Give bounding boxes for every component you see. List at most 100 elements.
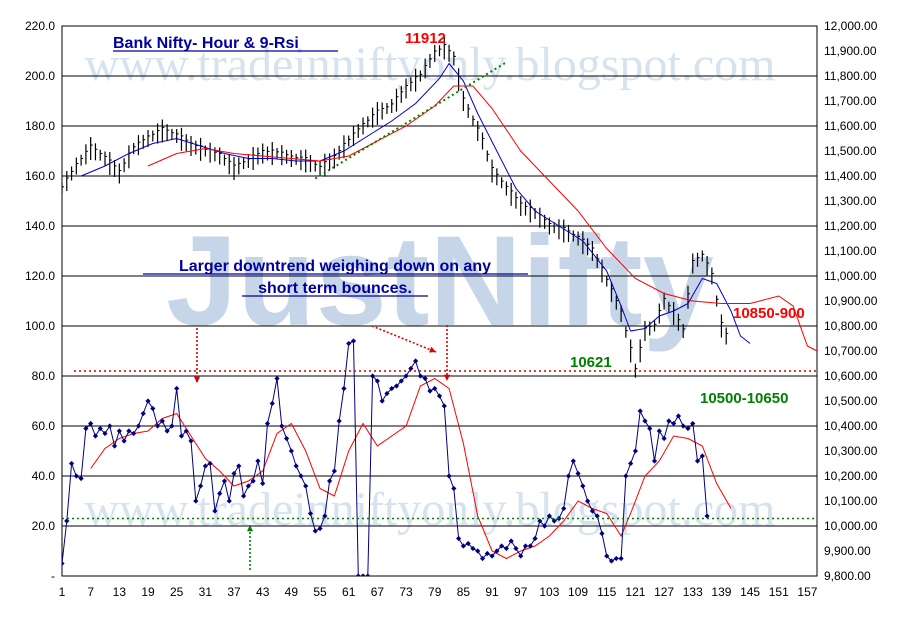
rsi-point <box>374 378 380 384</box>
rsi-point <box>432 385 438 392</box>
right-tick-label: 11,200.00 <box>824 219 877 233</box>
rsi-point <box>542 523 548 529</box>
rsi-point <box>604 553 610 559</box>
x-tick-label: 49 <box>285 585 299 599</box>
rsi-point <box>518 553 524 559</box>
left-tick-label: 180.0 <box>25 119 55 133</box>
right-tick-label: 10,200.00 <box>824 469 878 483</box>
rsi-point <box>370 373 376 379</box>
low-label: 10621 <box>570 354 612 371</box>
rsi-point <box>623 473 629 479</box>
left-tick-label: 60.0 <box>32 419 56 433</box>
rsi-point <box>159 418 165 424</box>
right-tick-label: 11,000.00 <box>824 269 877 283</box>
rsi-point <box>499 543 505 549</box>
left-tick-label: 40.0 <box>32 469 56 483</box>
x-tick-label: 97 <box>514 585 528 599</box>
rsi-point <box>307 510 314 517</box>
rsi-point <box>279 423 285 429</box>
arrow-down-rsi-peak <box>193 328 201 383</box>
rsi-point <box>116 428 122 434</box>
rsi-point <box>164 428 170 434</box>
rsi-point <box>73 473 79 479</box>
arrow-down-rsi-top-head <box>443 374 451 381</box>
rsi-point <box>188 438 194 444</box>
resistance-zone-label: 10850-900 <box>733 305 805 322</box>
rsi-point <box>288 448 294 454</box>
right-tick-label: 11,500.00 <box>824 144 877 158</box>
x-tick-label: 31 <box>199 585 213 599</box>
rsi-point <box>647 425 653 432</box>
rsi-point <box>231 470 237 477</box>
rsi-point <box>174 385 180 392</box>
rsi-point <box>245 483 251 489</box>
rsi-point <box>585 498 591 504</box>
rsi-point <box>489 553 495 559</box>
rsi-point <box>131 430 137 437</box>
rsi-point <box>580 483 586 489</box>
rsi-point <box>178 433 185 439</box>
rsi-point <box>336 418 342 424</box>
rsi-point <box>694 458 701 464</box>
x-tick-label: 85 <box>457 585 471 599</box>
rsi-point <box>111 443 118 449</box>
rsi-point <box>62 560 65 567</box>
x-tick-label: 157 <box>797 585 817 599</box>
rsi-point <box>522 543 529 549</box>
rsi-point <box>561 505 567 512</box>
rsi-point <box>341 385 347 392</box>
chart-title: Bank Nifty- Hour & 9-Rsi <box>113 35 299 52</box>
rsi-point <box>379 398 385 404</box>
rsi-point <box>508 538 514 544</box>
right-tick-label: 10,600.00 <box>824 369 878 383</box>
rsi-point <box>699 453 705 459</box>
rsi-point <box>628 460 634 467</box>
rsi-point <box>150 405 156 412</box>
right-tick-label: 10,100.00 <box>824 494 878 508</box>
left-tick-label: 140.0 <box>25 219 55 233</box>
support-zone-label: 10500-10650 <box>700 390 788 407</box>
x-tick-label: 19 <box>141 585 155 599</box>
x-tick-label: 103 <box>539 585 559 599</box>
rsi-point <box>126 428 132 434</box>
rsi-point <box>317 525 323 532</box>
x-tick-label: 115 <box>597 585 616 599</box>
rsi-point <box>135 423 142 429</box>
left-tick-label: 120.0 <box>25 269 55 283</box>
rsi-point <box>537 518 543 524</box>
x-tick-label: 25 <box>170 585 184 599</box>
rsi-point <box>666 418 672 424</box>
rsi-point <box>671 420 677 427</box>
rsi-point <box>446 473 452 479</box>
rsi-point <box>212 508 218 514</box>
rsi-point <box>422 375 428 382</box>
rsi-point <box>608 558 615 564</box>
right-tick-label: 9,900.00 <box>824 544 871 558</box>
watermark-url-bottom: www.tradeinniftyonly.blogspot.com <box>84 483 775 536</box>
comment-line-1: Larger downtrend weighing down on any <box>179 258 491 275</box>
rsi-point <box>408 365 414 372</box>
rsi-point <box>331 468 337 474</box>
arrow-up-support-head <box>246 525 254 532</box>
rsi-point <box>637 408 643 414</box>
rsi-point <box>355 573 361 576</box>
right-tick-label: 10,400.00 <box>824 419 878 433</box>
rsi-point <box>690 420 696 427</box>
x-tick-label: 109 <box>568 585 588 599</box>
left-tick-label: - <box>51 569 55 583</box>
rsi-point <box>460 543 466 549</box>
rsi-point <box>140 410 146 417</box>
right-tick-label: 11,900.00 <box>824 44 877 58</box>
right-tick-label: 11,400.00 <box>824 169 877 183</box>
left-tick-label: 100.0 <box>25 319 55 333</box>
rsi-point <box>642 418 648 424</box>
rsi-point <box>494 548 500 554</box>
x-tick-label: 151 <box>769 585 789 599</box>
arrow-to-rsi-peak-head <box>429 346 436 353</box>
rsi-point <box>303 483 309 489</box>
rsi-point <box>293 463 299 469</box>
rsi-point <box>221 478 228 484</box>
rsi-line <box>62 340 708 576</box>
rsi-point <box>154 423 161 429</box>
